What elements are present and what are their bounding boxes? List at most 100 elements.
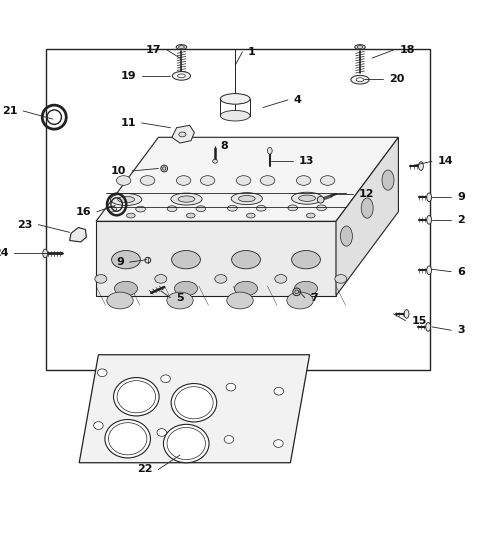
Ellipse shape xyxy=(275,275,287,283)
Ellipse shape xyxy=(292,251,321,269)
Ellipse shape xyxy=(299,195,315,201)
Bar xyxy=(46,49,430,370)
Text: 14: 14 xyxy=(438,156,454,166)
Ellipse shape xyxy=(295,281,318,296)
Text: 19: 19 xyxy=(120,71,136,81)
Ellipse shape xyxy=(340,226,352,246)
Polygon shape xyxy=(96,137,398,221)
Ellipse shape xyxy=(110,194,142,206)
Ellipse shape xyxy=(167,206,177,212)
Ellipse shape xyxy=(287,292,313,309)
Ellipse shape xyxy=(105,420,151,458)
Ellipse shape xyxy=(172,71,191,80)
Text: 5: 5 xyxy=(176,293,184,302)
Ellipse shape xyxy=(117,176,131,185)
Ellipse shape xyxy=(215,275,227,283)
Ellipse shape xyxy=(174,281,198,296)
Ellipse shape xyxy=(419,162,423,170)
Text: 18: 18 xyxy=(399,45,415,55)
Text: 20: 20 xyxy=(389,74,404,84)
Ellipse shape xyxy=(231,251,260,269)
Polygon shape xyxy=(96,221,336,296)
Text: 22: 22 xyxy=(137,465,153,474)
Ellipse shape xyxy=(115,281,138,296)
Ellipse shape xyxy=(178,74,185,78)
Ellipse shape xyxy=(293,288,300,296)
Ellipse shape xyxy=(227,292,253,309)
Ellipse shape xyxy=(179,132,186,137)
Ellipse shape xyxy=(426,322,431,331)
Text: 3: 3 xyxy=(457,325,465,335)
Text: 2: 2 xyxy=(457,215,465,225)
Ellipse shape xyxy=(351,75,369,84)
Ellipse shape xyxy=(213,159,217,163)
Ellipse shape xyxy=(155,275,167,283)
Ellipse shape xyxy=(117,380,156,413)
Ellipse shape xyxy=(361,198,373,218)
Text: 12: 12 xyxy=(359,189,374,199)
Ellipse shape xyxy=(94,422,103,429)
Ellipse shape xyxy=(247,213,255,218)
Ellipse shape xyxy=(288,205,298,211)
Ellipse shape xyxy=(167,427,205,460)
Ellipse shape xyxy=(95,275,107,283)
Ellipse shape xyxy=(171,384,217,422)
Ellipse shape xyxy=(295,290,299,294)
Text: 9: 9 xyxy=(116,257,124,267)
Ellipse shape xyxy=(175,387,213,419)
Text: 7: 7 xyxy=(311,293,318,302)
Ellipse shape xyxy=(274,388,284,395)
Ellipse shape xyxy=(97,369,107,377)
Text: 24: 24 xyxy=(0,248,9,258)
Ellipse shape xyxy=(261,176,275,185)
Ellipse shape xyxy=(161,375,170,383)
Ellipse shape xyxy=(427,193,432,202)
Ellipse shape xyxy=(157,429,167,436)
Ellipse shape xyxy=(236,176,251,185)
Ellipse shape xyxy=(220,93,250,104)
Text: 9: 9 xyxy=(457,192,465,202)
Text: 11: 11 xyxy=(120,118,136,128)
Ellipse shape xyxy=(171,251,200,269)
Polygon shape xyxy=(70,227,86,242)
Polygon shape xyxy=(79,354,310,463)
Ellipse shape xyxy=(176,176,191,185)
Ellipse shape xyxy=(201,176,215,185)
Ellipse shape xyxy=(162,167,166,170)
Ellipse shape xyxy=(317,205,326,211)
Text: 17: 17 xyxy=(146,45,161,55)
Text: 4: 4 xyxy=(294,95,301,105)
Ellipse shape xyxy=(427,216,432,224)
Ellipse shape xyxy=(291,192,323,204)
Ellipse shape xyxy=(226,383,236,391)
Text: 23: 23 xyxy=(17,220,33,229)
Ellipse shape xyxy=(136,206,145,212)
Ellipse shape xyxy=(167,292,193,309)
Ellipse shape xyxy=(43,249,48,258)
Ellipse shape xyxy=(186,213,195,218)
Ellipse shape xyxy=(107,292,133,309)
Ellipse shape xyxy=(321,176,335,185)
Ellipse shape xyxy=(427,266,432,275)
Ellipse shape xyxy=(107,206,117,212)
Ellipse shape xyxy=(220,111,250,121)
Ellipse shape xyxy=(306,213,315,218)
Ellipse shape xyxy=(296,176,311,185)
Ellipse shape xyxy=(274,440,283,447)
Ellipse shape xyxy=(404,310,409,319)
Polygon shape xyxy=(172,126,194,143)
Ellipse shape xyxy=(357,45,363,49)
Ellipse shape xyxy=(161,165,168,172)
Ellipse shape xyxy=(178,196,195,202)
Ellipse shape xyxy=(239,196,255,202)
Ellipse shape xyxy=(114,378,159,416)
Ellipse shape xyxy=(163,424,209,463)
Ellipse shape xyxy=(111,251,140,269)
Ellipse shape xyxy=(382,170,394,190)
Text: 8: 8 xyxy=(221,141,228,151)
Text: 10: 10 xyxy=(111,166,126,176)
Ellipse shape xyxy=(127,213,135,218)
Ellipse shape xyxy=(176,45,187,49)
Ellipse shape xyxy=(141,176,155,185)
Ellipse shape xyxy=(118,196,134,202)
